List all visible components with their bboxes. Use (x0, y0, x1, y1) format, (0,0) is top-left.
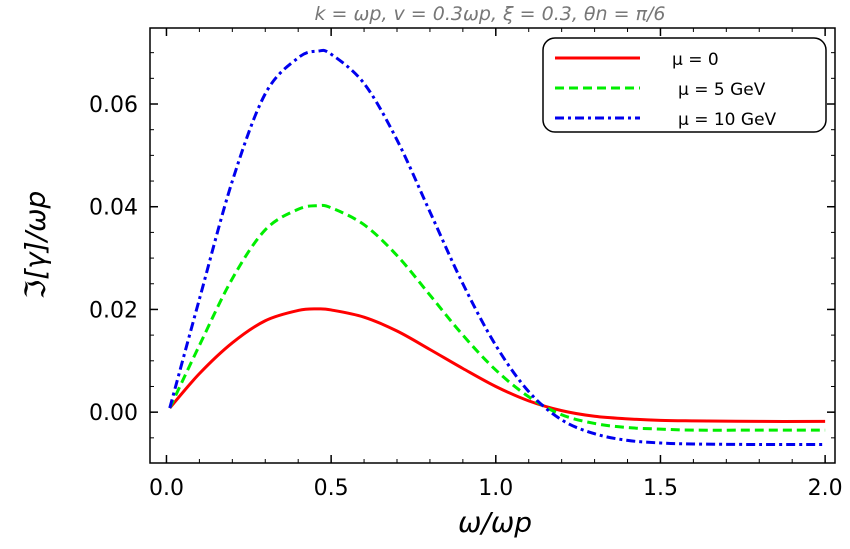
y-axis-label: ℑ[γ]/ωp (19, 191, 52, 300)
legend-label-0: μ = 0 (672, 50, 719, 70)
y-tick-label: 0.04 (89, 196, 138, 221)
x-tick-label: 1.5 (643, 476, 678, 501)
legend-label-2: μ = 10 GeV (678, 110, 777, 130)
y-tick-label: 0.02 (89, 298, 138, 323)
series-line-2 (168, 48, 826, 447)
legend-label-1: μ = 5 GeV (678, 80, 766, 100)
legend: μ = 0 μ = 5 GeV μ = 10 GeV (542, 37, 827, 133)
x-tick-label: 2.0 (808, 476, 843, 501)
chart-title: k = ωp, v = 0.3ωp, ξ = 0.3, θn = π/6 (314, 3, 665, 25)
x-axis-label: ω/ωp (458, 506, 532, 539)
series-line-1 (168, 203, 826, 432)
legend-box (542, 37, 827, 133)
y-tick-label: 0.00 (89, 401, 138, 426)
y-tick-label: 0.06 (89, 93, 138, 118)
series-line-0 (168, 307, 826, 423)
x-tick-label: 1.0 (478, 476, 513, 501)
x-tick-label: 0.5 (314, 476, 349, 501)
plot-frame (149, 27, 836, 464)
x-tick-label: 0.0 (149, 476, 184, 501)
